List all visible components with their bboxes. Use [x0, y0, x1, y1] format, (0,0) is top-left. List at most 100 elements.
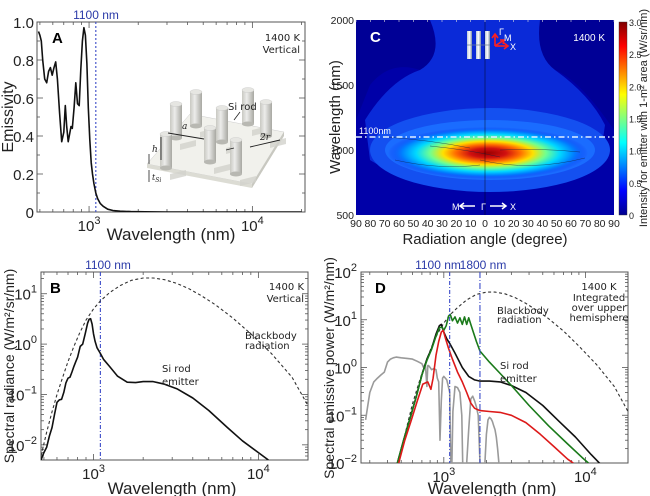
y-tick-label: 1.0	[13, 15, 34, 32]
panel-d-blackbody-label-1: Blackbody	[497, 306, 549, 317]
rod-shadow	[180, 140, 196, 150]
x-tick-label: 60	[393, 218, 405, 230]
rod-base	[170, 135, 182, 141]
colorbar-tick-label: 0	[629, 211, 634, 221]
x-tick-label: 70	[579, 218, 591, 230]
panel-b: 103 104 10−2 10−1 100 101 B 1400 K Vertical B…	[1, 258, 309, 496]
x-tick-label: 90	[350, 218, 362, 230]
panel-d-mode-1: Integrated	[573, 293, 625, 304]
inset-t-label: tSi	[152, 173, 161, 184]
si-rod	[230, 140, 242, 174]
panel-d-letter: D	[375, 280, 386, 297]
y-tick-label: 1000	[331, 145, 355, 157]
panel-d-plot-area	[364, 272, 628, 463]
inset-substrate-edge	[147, 164, 252, 188]
x-tick-label: 30	[436, 218, 448, 230]
panel-c-axis-m-label: M	[504, 33, 512, 43]
colorbar-tick-label: 1.5	[629, 115, 642, 125]
x-tick-label: 50	[407, 218, 419, 230]
si-rod	[242, 90, 254, 124]
panel-c-hline-label: 1100nm	[359, 126, 391, 136]
x-tick-label: 90	[608, 218, 620, 230]
direction-gamma-label: Γ	[481, 202, 486, 212]
panel-a-ylabel: Emissivity	[0, 81, 17, 152]
panel-b-temp: 1400 K	[269, 282, 305, 293]
panel-c-ylabel: Wavelength (nm)	[327, 60, 344, 174]
rod-top	[215, 105, 229, 111]
y-tick-label: 100	[14, 334, 37, 354]
x-tick-label: 60	[565, 218, 577, 230]
heatmap-dark-region-left	[356, 20, 436, 120]
x-tick-label: 104	[241, 215, 264, 235]
rod-top	[189, 89, 203, 95]
panel-b-letter: B	[50, 280, 61, 297]
x-tick-label: 30	[522, 218, 534, 230]
y-tick-label: 10−2	[328, 453, 357, 473]
rod-top	[159, 131, 173, 137]
y-tick-label: 10−1	[328, 405, 357, 425]
inset-si-rod-label: Si rod	[228, 102, 257, 113]
panel-b-ticks: 103 104 10−2 10−1 100 101	[8, 272, 309, 483]
rod-shadow	[270, 138, 286, 148]
y-tick-label: 2000	[331, 15, 355, 27]
rod-shadow	[214, 164, 230, 174]
y-tick-label: 0	[26, 205, 34, 222]
rod-base	[260, 133, 272, 139]
rod-base	[190, 123, 202, 129]
panel-b-emitter-label-1: Si rod	[162, 364, 191, 375]
si-rod	[204, 128, 216, 162]
panel-d-emitter-label-2: emitter	[500, 374, 538, 385]
colorbar-ticks: 0 0.5 1.0 1.5 2.0 2.5 3.0	[629, 18, 642, 221]
series-solar-spectrum	[364, 356, 501, 463]
x-tick-label: 20	[508, 218, 520, 230]
y-tick-label: 0.2	[13, 167, 34, 184]
panel-a-xlabel: Wavelength (nm)	[107, 225, 236, 244]
panel-c-lattice-axes	[491, 32, 510, 50]
panel-c-ticks: 90 80 70 60 50 40 30 20 10 0 10 20 30 40 50 60 70 80 90500…	[331, 15, 620, 230]
rod-top	[169, 101, 183, 107]
heatmap-dark-region-right	[537, 20, 614, 130]
y-tick-label: 10−1	[8, 384, 37, 404]
colorbar-tick-label: 2.5	[629, 50, 642, 60]
panel-d-ticks: 103 104 10−2 10−1 100 101 102	[328, 262, 629, 486]
panel-d-vline1-label: 1100 nm	[415, 258, 461, 272]
inset-a-label: a	[182, 122, 187, 132]
colorbar-tick-label: 2.0	[629, 82, 642, 92]
panel-d-emitter-label-1: Si rod	[500, 361, 529, 372]
y-tick-label: 101	[14, 284, 37, 304]
panel-a-letter: A	[52, 30, 63, 47]
panel-b-vline-label: 1100 nm	[85, 258, 131, 272]
si-rod	[160, 134, 172, 168]
panel-d-ylabel: Spectral emissive power (W/m²/nm)	[321, 257, 337, 479]
y-tick-label: 500	[336, 210, 354, 222]
series-emissivity	[37, 26, 302, 212]
rod-base	[242, 121, 254, 127]
panel-d-blackbody-label-2: radiation	[497, 315, 542, 326]
panel-d-temp: 1400 K	[581, 282, 617, 293]
y-tick-label: 10−2	[8, 435, 37, 455]
panel-a-vline-label: 1100 nm	[73, 8, 119, 22]
panel-c-direction-arrows: M Γ X	[452, 202, 516, 212]
panel-a-inset: Si rod a h 2r tSi	[146, 87, 286, 188]
si-rod	[190, 92, 202, 126]
colorbar-label: Intensity for emitter with 1-m² area (W/…	[638, 9, 650, 227]
x-tick-label: 20	[450, 218, 462, 230]
x-tick-label: 103	[82, 463, 105, 483]
rod-top	[259, 99, 273, 105]
colorbar-tick-label: 0.5	[629, 179, 642, 189]
panel-d: 103 104 10−2 10−1 100 101 102 D 1400 K Integra…	[321, 257, 629, 496]
rod-top	[203, 125, 217, 131]
y-tick-label: 1500	[331, 80, 355, 92]
direction-m-label: M	[452, 202, 460, 212]
y-tick-label: 100	[334, 358, 357, 378]
panel-d-xlabel: Wavelength (nm)	[428, 479, 557, 496]
x-tick-label: 0	[482, 218, 488, 230]
x-tick-label: 103	[432, 466, 455, 486]
heatmap-contour-lines	[384, 136, 586, 167]
colorbar-tick-label: 1.0	[629, 147, 642, 157]
x-tick-label: 40	[536, 218, 548, 230]
y-tick-label: 0.8	[13, 53, 34, 70]
y-tick-label: 101	[334, 310, 357, 330]
rod-base	[216, 139, 228, 145]
